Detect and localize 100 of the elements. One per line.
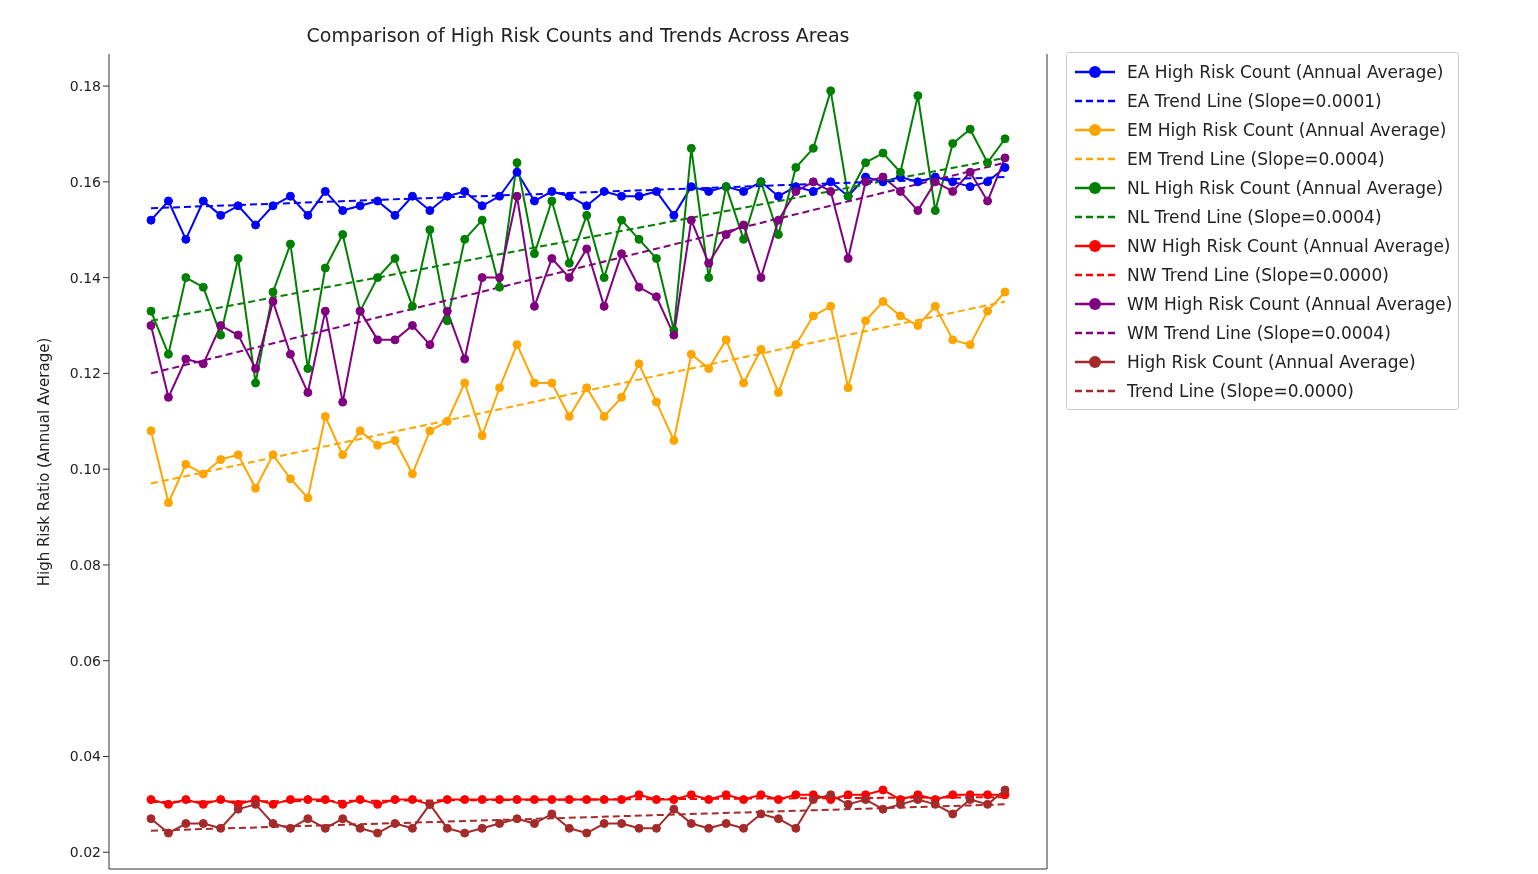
point <box>826 177 836 187</box>
point <box>756 790 766 800</box>
point <box>425 340 435 350</box>
point <box>965 167 975 177</box>
point <box>407 795 417 805</box>
point <box>373 440 383 450</box>
point <box>895 799 905 809</box>
point <box>373 799 383 809</box>
point <box>512 167 522 177</box>
point <box>163 828 173 838</box>
point <box>948 186 958 196</box>
point <box>390 210 400 220</box>
chart-title: Comparison of High Risk Counts and Trends Across Areas <box>305 24 851 46</box>
point <box>529 819 539 829</box>
point <box>512 191 522 201</box>
point <box>390 335 400 345</box>
point <box>686 143 696 153</box>
point <box>878 172 888 182</box>
point <box>477 273 487 283</box>
point <box>181 795 191 805</box>
point <box>216 455 226 465</box>
point <box>181 273 191 283</box>
point <box>460 378 470 388</box>
point <box>529 249 539 259</box>
point <box>268 287 278 297</box>
legend-label: EA Trend Line (Slope=0.0001) <box>1127 90 1382 111</box>
point <box>791 823 801 833</box>
point <box>686 182 696 192</box>
point <box>460 828 470 838</box>
point <box>983 306 993 316</box>
point <box>739 795 749 805</box>
point <box>407 823 417 833</box>
point <box>477 431 487 441</box>
point <box>233 804 243 814</box>
point <box>791 186 801 196</box>
point <box>477 201 487 211</box>
point <box>198 799 208 809</box>
point <box>948 790 958 800</box>
point <box>181 819 191 829</box>
legend-label: WM Trend Line (Slope=0.0004) <box>1127 322 1391 343</box>
point <box>913 91 923 101</box>
point <box>599 819 609 829</box>
point <box>843 253 853 263</box>
point <box>878 785 888 795</box>
point <box>547 196 557 206</box>
point <box>495 383 505 393</box>
point <box>303 814 313 824</box>
point <box>965 795 975 805</box>
point <box>495 282 505 292</box>
point <box>338 814 348 824</box>
point <box>651 186 661 196</box>
point <box>739 234 749 244</box>
point <box>930 206 940 216</box>
point <box>634 234 644 244</box>
point <box>564 258 574 268</box>
point <box>512 795 522 805</box>
point <box>547 186 557 196</box>
point <box>930 301 940 311</box>
point <box>634 191 644 201</box>
point <box>216 210 226 220</box>
point <box>965 340 975 350</box>
point <box>651 795 661 805</box>
point <box>861 316 871 326</box>
point <box>251 483 261 493</box>
point <box>582 828 592 838</box>
point <box>564 411 574 421</box>
point <box>895 311 905 321</box>
point <box>773 191 783 201</box>
point <box>965 124 975 134</box>
point <box>983 177 993 187</box>
point <box>599 411 609 421</box>
point <box>216 823 226 833</box>
point <box>390 795 400 805</box>
point <box>930 799 940 809</box>
point <box>146 426 156 436</box>
point <box>303 493 313 503</box>
point <box>843 383 853 393</box>
point <box>198 819 208 829</box>
point <box>495 819 505 829</box>
point <box>617 215 627 225</box>
point <box>651 292 661 302</box>
point <box>582 244 592 254</box>
point <box>582 795 592 805</box>
point <box>181 354 191 364</box>
point <box>983 196 993 206</box>
point <box>233 201 243 211</box>
point <box>268 799 278 809</box>
y-tick-label: 0.18 <box>69 78 101 95</box>
point <box>948 177 958 187</box>
y-axis-title: High Risk Ratio (Annual Average) <box>35 337 53 587</box>
point <box>163 196 173 206</box>
point <box>181 459 191 469</box>
point <box>948 139 958 149</box>
point <box>861 177 871 187</box>
point <box>355 201 365 211</box>
point <box>721 335 731 345</box>
point <box>495 191 505 201</box>
point <box>983 799 993 809</box>
point <box>913 795 923 805</box>
point <box>198 282 208 292</box>
